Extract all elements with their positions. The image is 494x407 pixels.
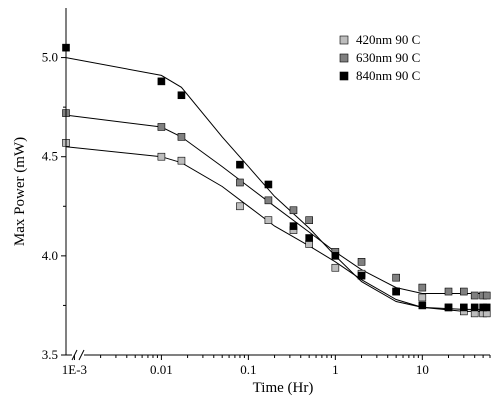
data-point-series-1 xyxy=(177,156,186,165)
data-point-series-1 xyxy=(236,202,244,211)
data-point-series-2 xyxy=(470,291,479,300)
legend-label-1: 420nm 90 C xyxy=(356,32,420,47)
x-tick-label: 0.1 xyxy=(240,362,256,377)
fit-line-3 xyxy=(65,57,490,310)
data-point-series-2 xyxy=(236,178,244,187)
data-point-series-1 xyxy=(331,263,340,272)
data-point-series-2 xyxy=(177,133,186,141)
axis-break-gap xyxy=(72,349,84,361)
legend-marker-3 xyxy=(339,71,349,81)
x-tick-label: 10 xyxy=(416,362,429,377)
x-tick-label: 1E-3 xyxy=(62,362,87,377)
data-point-series-1 xyxy=(264,216,273,224)
data-point-series-3 xyxy=(392,287,400,296)
data-point-series-3 xyxy=(470,303,479,312)
data-point-series-3 xyxy=(482,303,491,312)
data-point-series-2 xyxy=(289,206,298,215)
data-point-series-3 xyxy=(331,252,340,260)
ticks: 3.5 4.0 4.5 5.0 1E-3 0.01 0.1 1 10 xyxy=(42,50,491,377)
y-axis-title: Max Power (mW) xyxy=(12,137,28,246)
data-point-series-3 xyxy=(289,222,298,230)
data-point-series-3 xyxy=(157,77,166,86)
fit-line-1 xyxy=(65,146,490,312)
data-point-series-2 xyxy=(157,123,166,131)
data-point-series-3 xyxy=(236,160,244,169)
fit-line-2 xyxy=(65,114,490,294)
legend: 420nm 90 C 630nm 90 C 840nm 90 C xyxy=(339,32,420,83)
fit-lines xyxy=(65,57,490,312)
data-point-series-3 xyxy=(460,303,468,312)
y-tick-label: 4.5 xyxy=(42,149,58,164)
x-axis-title: Time (Hr) xyxy=(253,380,314,396)
data-point-series-2 xyxy=(305,216,313,224)
legend-marker-2 xyxy=(339,53,349,63)
data-point-series-3 xyxy=(264,180,273,189)
data-point-series-1 xyxy=(418,293,427,302)
y-tick-label: 4.0 xyxy=(42,248,58,263)
axis-break-mark xyxy=(78,349,85,361)
data-point-series-2 xyxy=(418,283,427,292)
data-points xyxy=(62,43,491,318)
x-tick-label: 0.01 xyxy=(150,362,173,377)
data-point-series-3 xyxy=(444,303,453,312)
legend-label-2: 630nm 90 C xyxy=(356,50,420,65)
x-tick-label: 1 xyxy=(332,362,339,377)
axes xyxy=(65,8,490,361)
data-point-series-3 xyxy=(305,234,313,242)
data-point-series-3 xyxy=(177,91,186,100)
y-tick-label: 5.0 xyxy=(42,50,58,65)
data-point-series-2 xyxy=(264,196,273,205)
legend-label-3: 840nm 90 C xyxy=(356,68,420,83)
legend-marker-1 xyxy=(339,35,349,45)
data-point-series-3 xyxy=(357,271,366,280)
data-point-series-1 xyxy=(157,152,166,161)
data-point-series-2 xyxy=(444,287,453,296)
data-point-series-3 xyxy=(418,301,427,310)
y-tick-label: 3.5 xyxy=(42,347,58,362)
data-point-series-2 xyxy=(460,287,468,296)
data-point-series-2 xyxy=(392,273,400,282)
data-point-series-2 xyxy=(482,291,491,300)
data-point-series-2 xyxy=(357,258,366,266)
